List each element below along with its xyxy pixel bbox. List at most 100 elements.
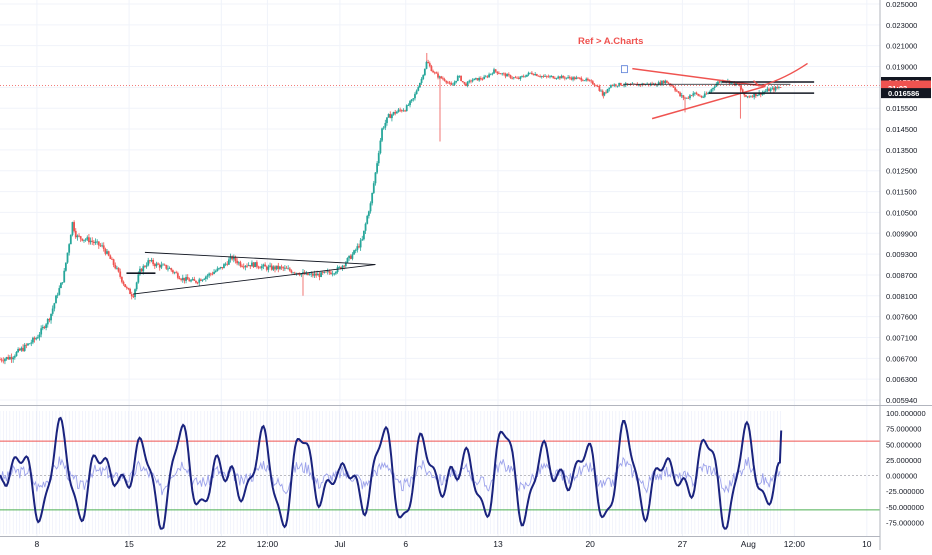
candle-body xyxy=(560,75,563,79)
candle-body xyxy=(366,215,369,224)
candle-body xyxy=(252,262,255,268)
candle-body xyxy=(17,348,20,353)
candle-body xyxy=(224,263,227,265)
candle-body xyxy=(501,73,504,75)
candle-body xyxy=(516,77,518,79)
osc-slow-line xyxy=(0,416,783,530)
x-tick-label: 13 xyxy=(493,539,503,549)
candle-body xyxy=(705,93,708,95)
candle-body xyxy=(244,265,247,268)
candle-body xyxy=(774,87,777,91)
chart-annotation: Ref > A.Charts xyxy=(578,36,643,47)
osc-fast-line xyxy=(0,456,781,496)
candle-body xyxy=(343,265,346,267)
candle-body xyxy=(129,289,131,294)
candle-body xyxy=(290,270,293,273)
candle-body xyxy=(517,77,520,79)
candle-body xyxy=(572,77,574,80)
candle-body xyxy=(275,265,278,270)
candle-body xyxy=(425,61,428,69)
candle-body xyxy=(91,240,94,242)
candle-body xyxy=(749,96,752,98)
candle-body xyxy=(628,84,630,86)
candle-body xyxy=(344,262,347,267)
candle-body xyxy=(221,267,224,269)
candle-body xyxy=(63,270,66,283)
candle-body xyxy=(308,274,311,276)
candle-body xyxy=(15,352,18,357)
candle-body xyxy=(32,337,34,343)
candle-body xyxy=(555,78,558,79)
candle-body xyxy=(247,265,250,266)
candle-body xyxy=(270,265,273,270)
candle-body xyxy=(717,81,719,84)
candle-body xyxy=(478,78,481,81)
candle-body xyxy=(295,272,298,274)
candle-body xyxy=(272,266,275,270)
candle-body xyxy=(241,266,243,267)
candle-body xyxy=(529,72,532,74)
candle-body xyxy=(512,77,515,79)
candle-body xyxy=(152,260,155,265)
candle-body xyxy=(349,255,352,259)
candle-body xyxy=(274,266,276,270)
candle-body xyxy=(101,245,103,247)
x-tick-label: 22 xyxy=(217,539,227,549)
candle-body xyxy=(302,272,304,274)
candle-body xyxy=(432,71,434,73)
candle-body xyxy=(493,69,495,74)
candle-body xyxy=(471,80,474,82)
y-tick-label: 0.012500 xyxy=(886,167,917,176)
candle-body xyxy=(567,76,570,78)
candle-body xyxy=(283,267,286,269)
candle-body xyxy=(106,251,108,254)
candle-body xyxy=(598,86,601,91)
candle-body xyxy=(549,76,551,78)
candle-body xyxy=(186,277,189,280)
candle-body xyxy=(277,265,280,269)
candle-body xyxy=(593,84,596,86)
candle-body xyxy=(8,357,11,360)
candle-body xyxy=(468,80,471,82)
candle-body xyxy=(145,265,148,267)
candle-body xyxy=(447,82,449,84)
candle-body xyxy=(269,265,271,267)
candle-body xyxy=(114,264,117,269)
candle-body xyxy=(232,256,235,260)
candle-body xyxy=(613,84,616,86)
candle-body xyxy=(511,77,514,79)
candle-body xyxy=(99,245,102,247)
candle-body xyxy=(196,282,199,284)
candle-body xyxy=(578,77,581,79)
candle-body xyxy=(364,223,367,231)
candle-body xyxy=(476,78,479,81)
candle-body xyxy=(326,271,329,272)
candle-body xyxy=(405,105,408,112)
candle-body xyxy=(280,266,283,268)
candle-body xyxy=(399,109,402,111)
candle-body xyxy=(267,266,270,270)
candle-body xyxy=(10,357,13,360)
candle-body xyxy=(463,81,466,84)
candle-body xyxy=(506,74,509,77)
candle-body xyxy=(777,87,780,88)
candle-body xyxy=(379,140,382,154)
candle-body xyxy=(539,76,542,77)
candle-body xyxy=(22,347,24,351)
candle-body xyxy=(409,101,411,106)
candle-body xyxy=(144,266,146,268)
candle-body xyxy=(358,246,360,248)
candle-body xyxy=(79,236,82,239)
candle-body xyxy=(736,83,739,85)
candle-body xyxy=(474,78,477,79)
candle-body xyxy=(662,80,665,84)
osc-tick-label: 0.000000 xyxy=(886,472,917,481)
candle-body xyxy=(338,266,341,268)
candle-body xyxy=(38,334,41,338)
candle-body xyxy=(41,326,44,329)
candle-body xyxy=(191,279,194,281)
y-tick-label: 0.006700 xyxy=(886,354,917,363)
candle-body xyxy=(680,95,683,97)
